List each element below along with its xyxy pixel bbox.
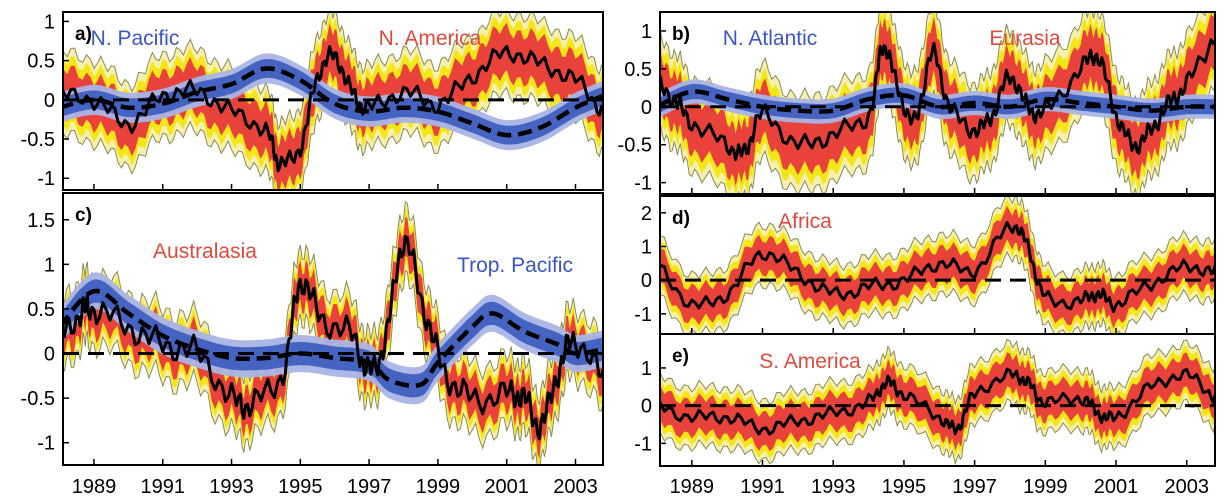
xtick-label: 2003 <box>1164 476 1209 498</box>
xtick-label: 2001 <box>484 476 529 498</box>
xtick-label: 1989 <box>72 476 117 498</box>
ytick-label-c: 0 <box>44 344 55 366</box>
panel-label-e: e) <box>672 346 689 367</box>
xtick-label: 2001 <box>1094 476 1139 498</box>
ytick-label-a: -0.5 <box>21 129 55 151</box>
ytick-label-e: -1 <box>634 433 652 455</box>
panel-label-b: b) <box>672 24 690 45</box>
ytick-label-a: 0 <box>44 90 55 112</box>
ytick-label-d: -1 <box>634 304 652 326</box>
ytick-label-c: 0.5 <box>27 299 55 321</box>
plot-area-c <box>63 200 603 465</box>
ytick-label-d: 2 <box>641 203 652 225</box>
panel-a: 1 0.5 0 -0.5 -1 a)N. Pacific N. America <box>21 11 604 191</box>
ocean-mean-line-c <box>63 288 603 389</box>
frame-c <box>62 192 604 466</box>
panel-d: 2 1 0 -1 d) Africa <box>634 195 1216 335</box>
ytick-label-b: -1 <box>634 173 652 195</box>
xtick-label: 1997 <box>347 476 392 498</box>
xtick-label: 1989 <box>670 476 715 498</box>
plot-area-d <box>660 196 1215 334</box>
frame-e <box>659 333 1216 467</box>
ytick-label-c: -0.5 <box>21 388 55 410</box>
xtick-label: 1993 <box>811 476 856 498</box>
xtick-label: 1991 <box>740 476 785 498</box>
ytick-label-b: 0.5 <box>624 59 652 81</box>
series-annotation-a: N. America <box>379 27 482 50</box>
ocean-mean-line-a <box>63 66 603 138</box>
xtick-label: 1993 <box>209 476 254 498</box>
series-annotation-a: N. Pacific <box>91 27 180 50</box>
plot-area-b <box>660 12 1215 194</box>
ytick-label-b: -0.5 <box>618 135 652 157</box>
land-mean-line-d <box>660 221 1215 314</box>
plot-area-e <box>660 338 1215 466</box>
xtick-label: 1997 <box>952 476 997 498</box>
ytick-label-b: 1 <box>641 21 652 43</box>
panel-b: 1 0.5 0 -0.5 -1 b) N. Atlantic Eurasia <box>618 11 1216 195</box>
land-band-red-a <box>63 22 603 190</box>
xtick-label: 1999 <box>1023 476 1068 498</box>
panel-label-d: d) <box>672 208 690 229</box>
frame-b <box>659 11 1216 195</box>
xtick-label: 1995 <box>882 476 927 498</box>
series-annotation-b: Eurasia <box>989 27 1061 50</box>
ytick-label-e: 1 <box>641 358 652 380</box>
xtick-label: 1999 <box>416 476 461 498</box>
ytick-label-a: -1 <box>37 168 55 190</box>
series-annotation-c: Trop. Pacific <box>457 254 573 277</box>
panel-label-a: a) <box>75 24 92 45</box>
panel-c: 1.5 1 0.5 0 -0.5 -1 c) Australasia Trop. Pacific <box>21 192 604 466</box>
ytick-label-c: 1.5 <box>27 210 55 232</box>
ytick-label-a: 0.5 <box>27 51 55 73</box>
frame-a <box>62 11 604 191</box>
series-annotation-b: N. Atlantic <box>723 27 818 50</box>
series-annotation-d: Africa <box>778 210 832 233</box>
ocean-band-dark-c <box>63 279 603 398</box>
ytick-label-e: 0 <box>641 396 652 418</box>
ytick-label-c: 1 <box>44 254 55 276</box>
ytick-label-c: -1 <box>37 433 55 455</box>
land-mean-line-b <box>660 38 1215 162</box>
series-annotation-e: S. America <box>759 350 861 373</box>
land-mean-line-e <box>660 367 1215 436</box>
land-mean-line-a <box>63 45 603 173</box>
xtick-label: 2003 <box>553 476 598 498</box>
xtick-label: 1995 <box>278 476 323 498</box>
plot-area-a <box>63 12 603 190</box>
series-annotation-c: Australasia <box>153 240 257 263</box>
panel-e: 1 0 -1 e) S. America <box>634 333 1216 467</box>
panel-label-c: c) <box>75 205 92 226</box>
ytick-label-d: 1 <box>641 236 652 258</box>
ytick-label-d: 0 <box>641 270 652 292</box>
xtick-label: 1991 <box>140 476 185 498</box>
land-mean-line-c <box>63 234 603 441</box>
land-band-red-b <box>660 13 1215 187</box>
ytick-label-a: 1 <box>44 11 55 33</box>
ytick-label-b: 0 <box>641 97 652 119</box>
